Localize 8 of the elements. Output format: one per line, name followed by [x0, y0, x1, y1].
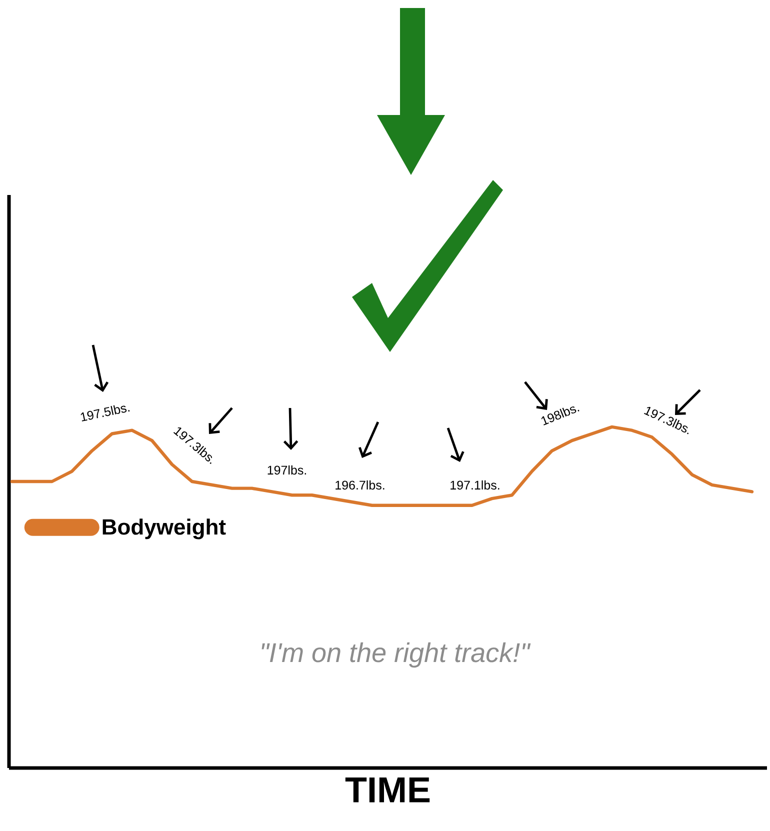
text: 198lbs.	[541, 406, 580, 426]
annotation: "I'm on the right track!"	[262, 642, 531, 668]
x-axis-title: TIME	[345, 778, 430, 802]
text: 197.5lbs.	[80, 405, 130, 422]
legend-label: Bodyweight	[102, 518, 226, 540]
annotation: 197.1lbs.	[450, 480, 500, 490]
annotation: 197lbs.	[268, 465, 306, 475]
annotation: 196.7lbs.	[336, 480, 384, 490]
